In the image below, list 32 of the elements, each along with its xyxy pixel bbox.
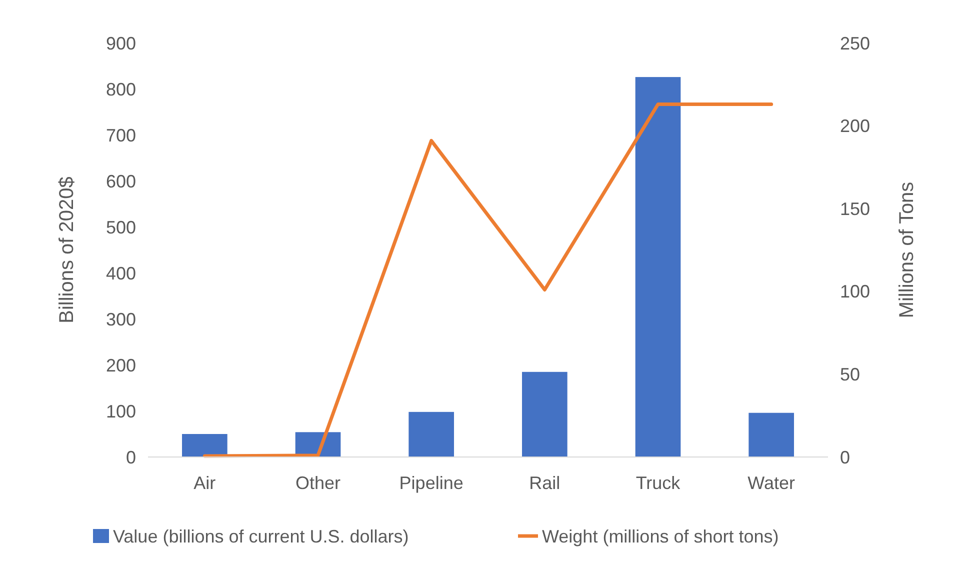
x-tick-label: Pipeline [399,473,464,493]
y2-tick-label: 0 [840,447,850,468]
y-tick-label: 100 [106,401,136,422]
y-tick-label: 200 [106,355,136,376]
x-tick-label: Water [748,473,796,493]
x-tick-label: Rail [529,473,560,493]
line-series [202,102,774,458]
bar [522,372,568,457]
x-tick-label: Truck [636,473,682,493]
y2-axis-title: Millions of Tons [896,182,918,318]
y2-tick-label: 150 [840,198,870,219]
bar [748,412,794,457]
x-tick-label: Other [295,473,341,493]
y2-tick-label: 200 [840,116,870,136]
y-tick-label: 900 [106,33,136,54]
y2-tick-label: 50 [840,364,860,384]
bar [182,434,228,457]
bar [635,77,681,457]
x-tick-label: Air [194,473,216,493]
y-axis-title: Billions of 2020$ [56,176,78,324]
y-tick-label: 600 [106,171,136,192]
legend-label: Weight (millions of short tons) [542,526,779,546]
y-tick-label: 800 [106,79,136,100]
y-tick-label: 0 [126,447,136,468]
bar [408,412,454,457]
y-tick-label: 300 [106,309,136,330]
y-tick-label: 700 [106,125,136,146]
legend-label: Value (billions of current U.S. dollars) [113,526,409,546]
y-tick-label: 400 [106,263,136,284]
y-tick-label: 500 [106,217,136,238]
y2-tick-label: 100 [840,282,870,302]
y2-tick-label: 250 [840,33,870,54]
